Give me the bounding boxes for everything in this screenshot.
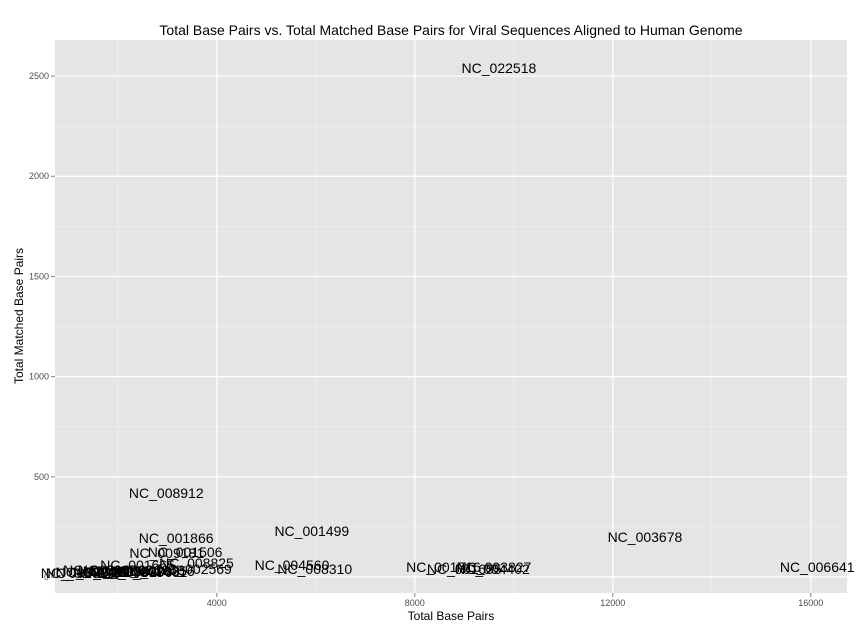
point-label: NC_001543 (83, 563, 158, 579)
point-label: NC_001499 (274, 523, 349, 539)
x-tick-label: 8000 (405, 598, 425, 608)
x-tick-label: 4000 (207, 598, 227, 608)
point-label: NC_001665 (100, 557, 175, 573)
x-axis: 4000 8000 12000 16000 (207, 593, 823, 608)
chart-title: Total Base Pairs vs. Total Matched Base … (159, 22, 742, 38)
x-tick-label: 12000 (600, 598, 625, 608)
point-label: NC_001506 (148, 544, 223, 560)
x-tick-label: 16000 (798, 598, 823, 608)
plot-panel (55, 40, 847, 593)
point-label: NC_002078 (73, 564, 148, 580)
y-tick-label: 0 (44, 572, 49, 582)
point-label: NC_005883 (41, 565, 116, 581)
point-label: NC_003678 (608, 529, 683, 545)
point-label: NC_002569 (157, 561, 232, 577)
point-label: NC_004402 (455, 561, 530, 577)
point-label: NC_007020 (90, 563, 165, 579)
y-tick-label: 2000 (29, 171, 49, 181)
point-label: NC_008825 (159, 555, 234, 571)
y-tick-label: 500 (34, 472, 49, 482)
y-tick-label: 1000 (29, 372, 49, 382)
point-label: NC_001422 (56, 564, 131, 580)
point-label: NC_004560 (255, 557, 330, 573)
point-label: NC_002169 (63, 562, 138, 578)
y-axis-label: Total Matched Base Pairs (12, 248, 26, 384)
y-axis: 0 500 1000 1500 2000 2500 (29, 71, 55, 582)
point-label: NC_001655 (427, 561, 502, 577)
point-label: NC_004015 (46, 565, 121, 581)
point-labels: NC_022518 NC_008912 NC_001499 NC_003678 NC_0… (41, 60, 855, 581)
x-axis-label: Total Base Pairs (408, 609, 495, 623)
point-label: NC_001866 (139, 530, 214, 546)
point-label: NC_006270 (98, 564, 173, 580)
point-label: NC_008310 (277, 561, 352, 577)
point-label: NC_003461 (113, 564, 188, 580)
point-label: NC_010356 (120, 563, 195, 579)
point-label: NC_009181 (129, 545, 204, 561)
point-label: NC_008912 (129, 485, 204, 501)
grid-lines (55, 40, 847, 593)
y-tick-label: 1500 (29, 271, 49, 281)
point-label: NC_004763 (78, 562, 153, 578)
point-label: NC_001716 (406, 559, 481, 575)
y-tick-label: 2500 (29, 71, 49, 81)
point-label: NC_003827 (457, 559, 532, 575)
point-label: NC_001366 (110, 562, 185, 578)
point-label: NC_022518 (462, 60, 537, 76)
point-label: NC_006641 (780, 559, 855, 575)
